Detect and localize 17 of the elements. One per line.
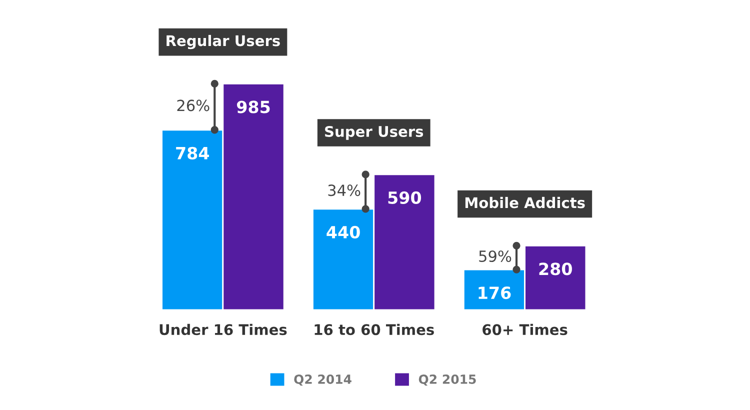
x-tick-label: Under 16 Times [160, 324, 287, 336]
data-label: 985 [236, 100, 270, 114]
annotation: Super Users [325, 126, 424, 140]
annotation: 26% [177, 100, 210, 112]
data-label: 440 [326, 226, 360, 238]
x-tick-label: 60+ Times [482, 324, 568, 336]
data-label: 176 [478, 286, 511, 300]
annotation: 59% [479, 250, 512, 262]
annotation: Mobile Addicts [465, 196, 585, 208]
annotation: Regular Users [166, 34, 280, 50]
annotation: 34% [328, 184, 360, 196]
legend-label: Q2 2015 [418, 374, 476, 386]
x-tick-label: 16 to 60 Times [314, 324, 434, 336]
data-label: 784 [176, 146, 209, 160]
data-label: 280 [539, 262, 572, 276]
data-label: 590 [388, 191, 422, 204]
legend-label: Q2 2014 [294, 374, 352, 386]
